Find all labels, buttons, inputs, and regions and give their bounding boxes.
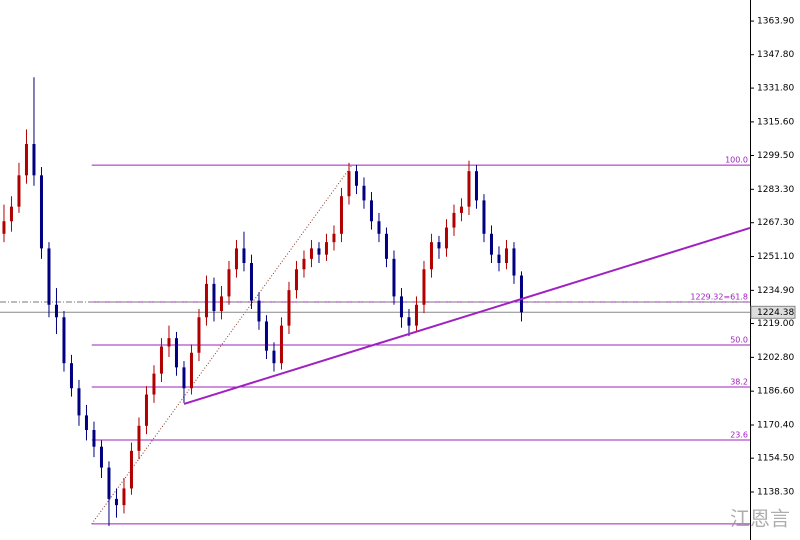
- candle-body: [107, 467, 111, 499]
- y-tick-label: 1315.60: [757, 117, 794, 127]
- candle-body: [392, 258, 396, 297]
- candle-body: [32, 144, 36, 176]
- candle-body: [437, 242, 441, 249]
- y-tick-label: 1186.60: [757, 387, 794, 397]
- candle-body: [519, 275, 523, 313]
- candle-body: [339, 196, 343, 234]
- candle-body: [69, 363, 73, 389]
- candle-body: [294, 269, 298, 291]
- watermark: 江恩言: [730, 507, 790, 531]
- candle-body: [249, 263, 253, 301]
- candle-body: [159, 346, 163, 374]
- candle-body: [317, 248, 321, 255]
- candle-body: [129, 450, 133, 489]
- candle-body: [309, 248, 313, 259]
- y-tick-label: 1219.00: [757, 319, 794, 329]
- candle-body: [9, 206, 13, 222]
- candle-body: [467, 171, 471, 207]
- candle-body: [144, 394, 148, 426]
- fib-label: 1229.32=61.8: [690, 292, 748, 301]
- fib-label: 50.0: [730, 336, 748, 345]
- candle-body: [137, 425, 141, 451]
- candle-body: [279, 325, 283, 364]
- y-tick-label: 1347.80: [757, 50, 794, 60]
- candle-body: [414, 304, 418, 326]
- candle-body: [212, 283, 216, 312]
- trendline: [183, 226, 751, 405]
- candle-body: [302, 258, 306, 270]
- candle-body: [99, 446, 103, 468]
- fib-label: 23.6: [730, 431, 748, 440]
- candle-body: [512, 248, 516, 276]
- candle-body: [2, 221, 6, 234]
- candle-body: [152, 373, 156, 395]
- candle-body: [422, 269, 426, 305]
- candle-body: [242, 248, 246, 264]
- candle-body: [369, 200, 373, 222]
- y-tick-label: 1363.90: [757, 17, 794, 27]
- candle-body: [47, 248, 51, 305]
- candle-body: [234, 248, 238, 270]
- fib-label: 100.0: [725, 156, 748, 165]
- candle-body: [77, 388, 81, 416]
- candle-body: [24, 144, 28, 176]
- candle-body: [39, 175, 43, 249]
- fib-label: 38.2: [730, 377, 748, 386]
- candle-body: [482, 200, 486, 234]
- candle-body: [92, 429, 96, 447]
- y-tick-label: 1283.30: [757, 185, 794, 195]
- y-tick-label: 1202.80: [757, 353, 794, 363]
- candle-body: [204, 283, 208, 318]
- candle-body: [197, 317, 201, 353]
- y-tick-label: 1331.80: [757, 84, 794, 94]
- candle-body: [362, 185, 366, 201]
- y-tick-label: 1138.30: [757, 487, 794, 497]
- candle-body: [504, 248, 508, 264]
- y-tick-label: 1154.50: [757, 454, 794, 464]
- current-price-label: 1224.38: [757, 308, 794, 318]
- candle-body: [272, 350, 276, 364]
- current-price-box: [750, 305, 796, 319]
- candle-body: [347, 171, 351, 197]
- y-tick-label: 1170.40: [757, 420, 794, 430]
- candle-body: [399, 296, 403, 318]
- candle-body: [62, 317, 66, 364]
- candle-body: [84, 415, 88, 430]
- candle-body: [167, 338, 171, 347]
- candle-body: [377, 221, 381, 234]
- candle-body: [264, 321, 268, 351]
- candle-body: [452, 212, 456, 228]
- candle-body: [429, 242, 433, 270]
- y-tick-label: 1251.10: [757, 252, 794, 262]
- candle-body: [182, 367, 186, 389]
- candle-body: [354, 171, 358, 186]
- fib-anchor-line: [91, 164, 353, 525]
- candle-body: [459, 206, 463, 213]
- candle-body: [114, 498, 118, 506]
- candle-body: [474, 171, 478, 201]
- candle-body: [489, 233, 493, 255]
- candle-body: [444, 227, 448, 249]
- candle-body: [227, 269, 231, 297]
- candle-body: [219, 296, 223, 312]
- candle-body: [54, 304, 58, 318]
- candle-body: [122, 488, 126, 506]
- y-tick-label: 1299.50: [757, 151, 794, 161]
- candle-body: [332, 233, 336, 243]
- candle-body: [497, 254, 501, 264]
- candle-body: [287, 290, 291, 326]
- candle-body: [257, 300, 261, 322]
- y-tick-label: 1234.90: [757, 286, 794, 296]
- candle-body: [407, 317, 411, 326]
- candle-body: [174, 338, 178, 368]
- candle-body: [384, 233, 388, 259]
- candle-body: [189, 352, 193, 389]
- candle-body: [324, 242, 328, 255]
- candle-body: [17, 175, 21, 207]
- y-tick-label: 1267.30: [757, 218, 794, 228]
